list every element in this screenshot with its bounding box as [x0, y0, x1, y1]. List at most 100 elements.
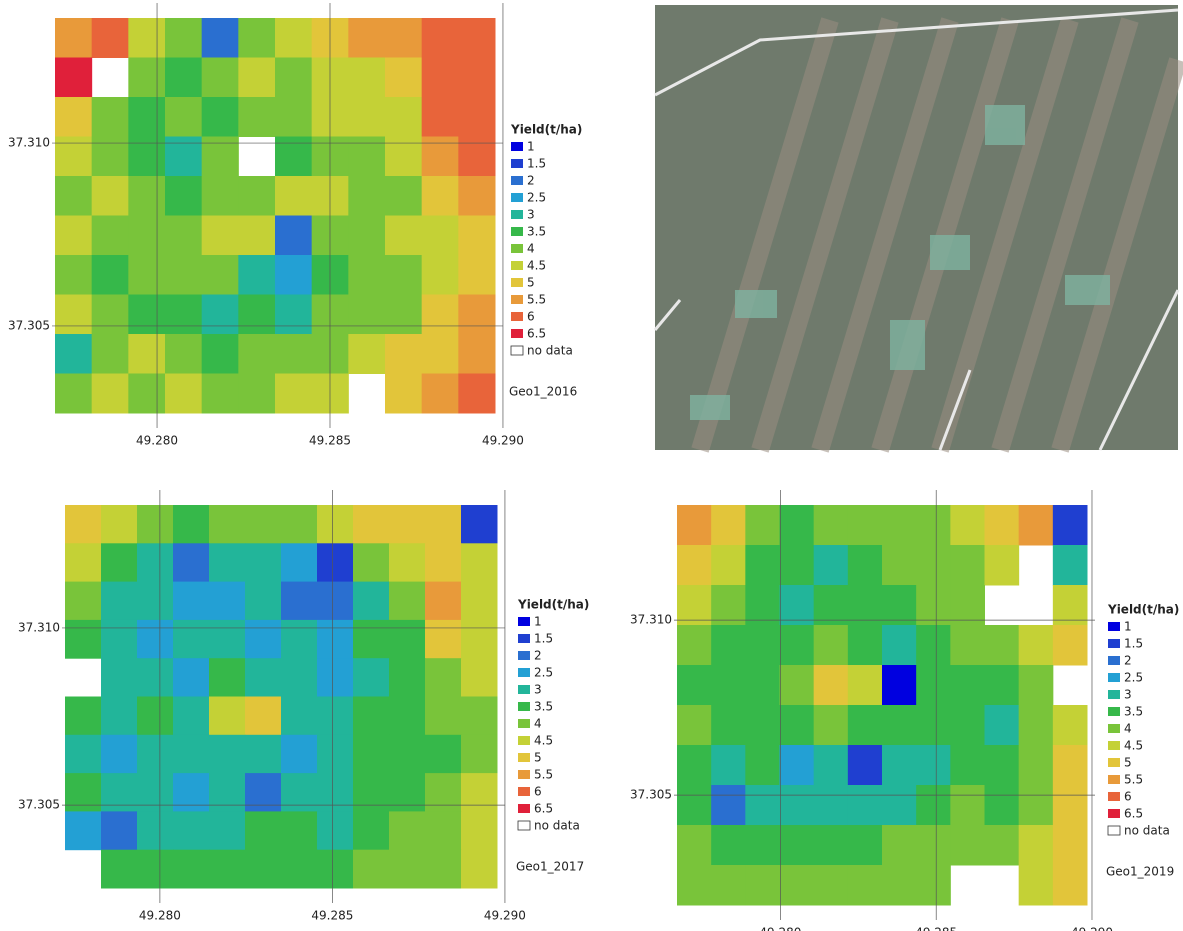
legend-swatch	[511, 312, 523, 321]
yield-cell	[882, 585, 917, 626]
yield-cell	[780, 865, 815, 906]
legend-label: 2	[527, 174, 535, 188]
y-tick-label: 37.310	[8, 136, 50, 150]
yield-cell	[281, 620, 318, 659]
map-name: Geo1_2017	[516, 860, 584, 874]
yield-cell	[950, 545, 985, 586]
yield-cell	[425, 620, 462, 659]
yield-cell	[950, 505, 985, 546]
legend-label: 2.5	[534, 666, 553, 680]
yield-cell	[281, 505, 318, 544]
yield-cell	[165, 334, 202, 374]
x-tick-label: 49.290	[482, 434, 524, 448]
legend-label: 3	[1124, 688, 1132, 702]
yield-cell	[745, 825, 780, 866]
yield-cell	[55, 374, 92, 414]
yield-cell	[101, 735, 138, 774]
yield-cell	[137, 658, 174, 697]
yield-cell	[317, 735, 354, 774]
yield-cell	[848, 745, 883, 786]
yield-cell	[711, 505, 746, 546]
yield-cell	[950, 825, 985, 866]
yield-cell	[128, 176, 165, 216]
yield-cell	[848, 825, 883, 866]
yield-cell	[882, 625, 917, 666]
yield-cell	[281, 582, 318, 621]
yield-cell	[348, 216, 385, 256]
yield-cell	[422, 374, 459, 414]
legend-swatch	[511, 261, 523, 270]
yield-cell	[814, 745, 849, 786]
yield-cell	[916, 865, 951, 906]
yield-cell	[848, 705, 883, 746]
yield-cell	[209, 697, 246, 736]
legend: Yield(t/ha)11.522.533.544.555.566.5no da…	[510, 123, 582, 358]
yield-cell	[461, 582, 498, 621]
yield-cell	[461, 505, 498, 544]
yield-cell	[711, 705, 746, 746]
legend-label: 5	[534, 751, 542, 765]
yield-cell	[745, 665, 780, 706]
yield-cell	[317, 850, 354, 889]
yield-cell	[202, 334, 239, 374]
legend-swatch	[511, 329, 523, 338]
legend-label: 1	[527, 140, 535, 154]
yield-cell	[137, 620, 174, 659]
yield-cell	[101, 543, 138, 582]
yield-cell	[916, 625, 951, 666]
yield-map: 49.28049.28549.29037.31037.305Yield(t/ha…	[18, 490, 589, 923]
legend-swatch	[1108, 758, 1120, 767]
yield-cell	[985, 825, 1020, 866]
yield-cell	[353, 658, 390, 697]
yield-cell	[882, 865, 917, 906]
yield-cell	[848, 585, 883, 626]
legend-label: 6	[534, 785, 542, 799]
yield-cell	[1053, 745, 1088, 786]
yield-cell	[128, 374, 165, 414]
yield-cell	[385, 216, 422, 256]
legend-swatch	[1108, 741, 1120, 750]
yield-cell	[173, 850, 210, 889]
yield-cell	[65, 811, 102, 850]
legend-swatch	[511, 278, 523, 287]
yield-cell	[882, 545, 917, 586]
yield-cell	[1019, 665, 1054, 706]
yield-cell	[389, 850, 426, 889]
yield-cell	[385, 97, 422, 137]
yield-cell	[1019, 625, 1054, 666]
legend-label: 3.5	[534, 700, 553, 714]
legend-label: 6.5	[534, 802, 553, 816]
yield-cell	[1053, 505, 1088, 546]
yield-cell	[745, 585, 780, 626]
yield-cell	[745, 545, 780, 586]
yield-cell	[1053, 545, 1088, 586]
yield-cell	[65, 620, 102, 659]
yield-cell	[245, 620, 282, 659]
yield-cell	[101, 811, 138, 850]
yield-cell	[173, 582, 210, 621]
yield-cell	[137, 850, 174, 889]
yield-cell	[348, 97, 385, 137]
yield-cell	[780, 505, 815, 546]
legend-swatch	[518, 821, 530, 830]
yield-cell	[389, 582, 426, 621]
yield-cell	[461, 543, 498, 582]
yield-cell	[385, 255, 422, 295]
yield-cell	[458, 18, 495, 58]
yield-cell	[165, 176, 202, 216]
yield-cell	[348, 295, 385, 335]
yield-cell	[677, 625, 712, 666]
yield-cell	[209, 620, 246, 659]
legend-swatch	[511, 244, 523, 253]
yield-cell	[882, 825, 917, 866]
yield-cell	[1053, 865, 1088, 906]
yield-cell	[458, 137, 495, 177]
yield-cell	[101, 850, 138, 889]
yield-cell	[916, 745, 951, 786]
yield-cell	[1053, 585, 1088, 626]
yield-cell	[814, 865, 849, 906]
yield-cell	[353, 811, 390, 850]
yield-cell	[165, 216, 202, 256]
yield-cell	[950, 785, 985, 826]
legend-swatch	[511, 227, 523, 236]
